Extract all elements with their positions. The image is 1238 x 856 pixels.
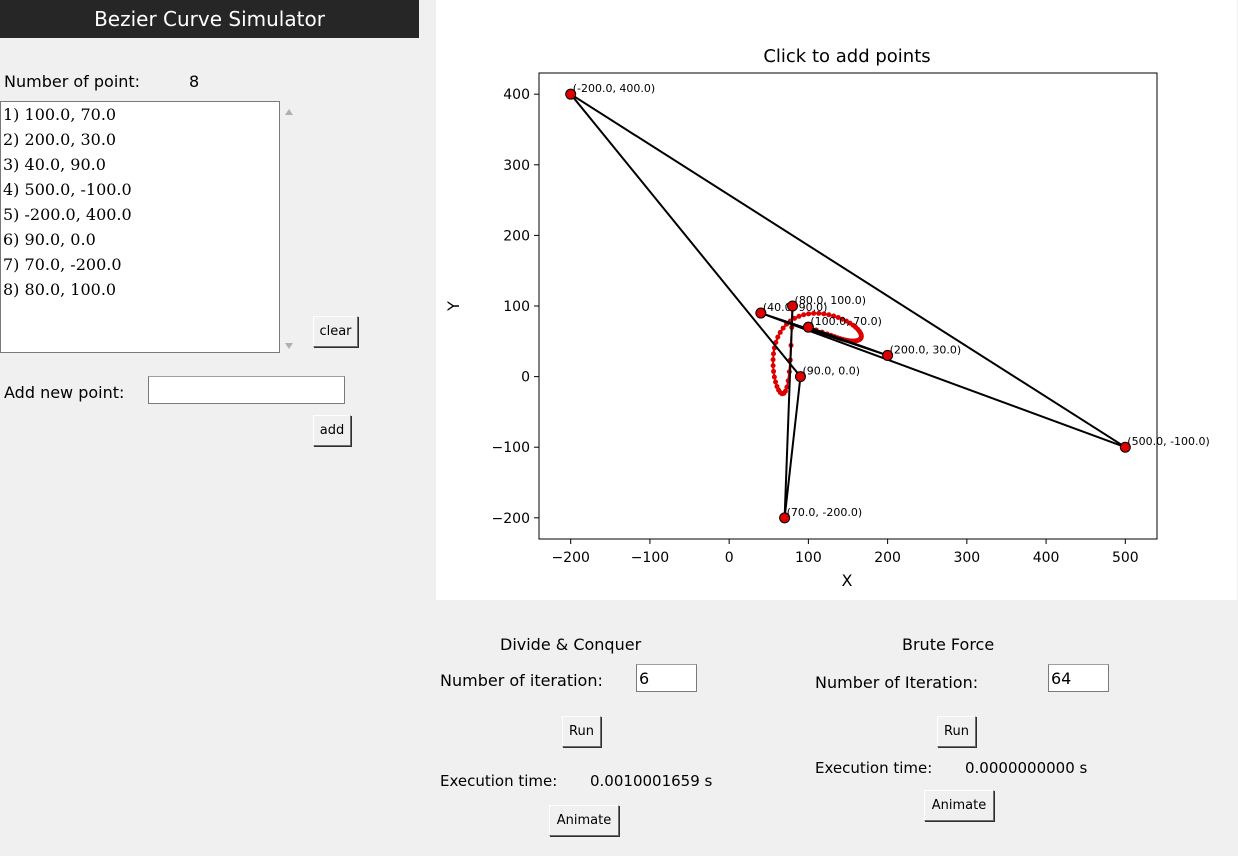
clear-button[interactable]: clear [313, 316, 358, 347]
curve-point [775, 334, 781, 340]
control-point-label: (200.0, 30.0) [890, 343, 962, 356]
x-tick-label: −100 [631, 550, 669, 566]
point-list-item[interactable]: 3) 40.0, 90.0 [3, 155, 106, 174]
curve-point [831, 313, 837, 319]
bf-iteration-label: Number of Iteration: [815, 673, 979, 692]
control-polygon-line [569, 93, 1126, 518]
control-point-label: (90.0, 0.0) [802, 365, 860, 378]
dc-animate-button[interactable]: Animate [549, 805, 619, 836]
curve-point [771, 368, 777, 374]
y-tick-label: −100 [492, 440, 530, 456]
y-tick-label: 0 [521, 370, 530, 386]
control-point [1119, 441, 1131, 453]
curve-point [771, 351, 777, 357]
point-count-label: Number of point: [4, 72, 141, 91]
point-list-item[interactable]: 4) 500.0, -100.0 [3, 180, 132, 199]
control-point [787, 300, 799, 312]
bf-time-label: Execution time: [815, 759, 933, 777]
point-list-item[interactable]: 8) 80.0, 100.0 [3, 280, 117, 299]
bezier-plot[interactable]: Click to add points X Y (100.0, 70.0) (20… [436, 0, 1237, 600]
curve-point [843, 318, 849, 324]
plot-canvas[interactable]: Click to add points X Y (100.0, 70.0) (20… [436, 0, 1237, 600]
control-point-label: (70.0, -200.0) [787, 506, 863, 519]
point-listbox[interactable]: 1) 100.0, 70.0 2) 200.0, 30.0 3) 40.0, 90.… [0, 101, 280, 353]
bf-time-value: 0.0000000000 s [965, 759, 1088, 777]
y-tick-label: 300 [503, 158, 530, 174]
x-tick-label: 200 [874, 550, 901, 566]
y-tick-label: 400 [503, 87, 530, 103]
x-tick-label: 500 [1112, 550, 1139, 566]
bf-iteration-input[interactable] [1048, 664, 1109, 692]
curve-point [780, 325, 786, 331]
x-tick-label: 300 [953, 550, 980, 566]
curve-point [811, 310, 817, 316]
add-point-input[interactable] [148, 376, 345, 404]
y-tick-label: −200 [492, 511, 530, 527]
point-list-item[interactable]: 2) 200.0, 30.0 [3, 130, 117, 149]
control-points: (100.0, 70.0)(200.0, 30.0)(40.0, 90.0)(5… [565, 82, 1210, 524]
x-tick-label: 0 [725, 550, 734, 566]
control-point [755, 307, 767, 319]
plot-axes-frame [538, 72, 1158, 540]
add-button[interactable]: add [313, 415, 351, 446]
y-axis-ticks: −200 −100 0 100 200 300 400 [492, 87, 539, 527]
app-title: Bezier Curve Simulator [0, 0, 419, 38]
x-axis-ticks: −200 −100 0 100 200 300 400 500 [551, 539, 1139, 566]
dc-title: Divide & Conquer [500, 635, 642, 654]
curve-point [771, 374, 777, 380]
dc-time-label: Execution time: [440, 772, 558, 790]
curve-point [777, 329, 783, 335]
curve-point [784, 384, 790, 390]
curve-point [821, 311, 827, 317]
curve-point [826, 312, 832, 318]
point-list-item[interactable]: 7) 70.0, -200.0 [3, 255, 122, 274]
curve-point [773, 379, 779, 385]
point-list-item[interactable]: 6) 90.0, 0.0 [3, 230, 96, 249]
bf-run-button[interactable]: Run [937, 716, 976, 747]
dc-iteration-input[interactable] [636, 664, 697, 692]
scroll-down-icon[interactable] [285, 343, 293, 349]
curve-point [835, 314, 841, 320]
control-point-label: (500.0, -100.0) [1127, 435, 1210, 448]
curve-point [791, 315, 797, 321]
x-tick-label: −200 [551, 550, 589, 566]
control-point-label: (80.0, 100.0) [795, 294, 867, 307]
curve-point [770, 357, 776, 363]
dc-time-value: 0.0010001659 s [590, 772, 713, 790]
curve-point [782, 388, 788, 394]
bf-title: Brute Force [902, 635, 995, 654]
add-point-label: Add new point: [4, 383, 125, 402]
curve-point [801, 312, 807, 318]
control-point-label: (100.0, 70.0) [810, 315, 882, 328]
point-count-value: 8 [189, 72, 200, 91]
y-tick-label: 100 [503, 299, 530, 315]
point-list-item[interactable]: 1) 100.0, 70.0 [3, 105, 117, 124]
control-point [565, 88, 577, 100]
control-polygon [569, 93, 1126, 518]
curve-point [770, 363, 776, 369]
curve-point [796, 313, 802, 319]
x-axis-label: X [842, 571, 853, 590]
curve-point [816, 310, 822, 316]
plot-title: Click to add points [763, 46, 930, 67]
point-list-scrollbar[interactable] [280, 101, 298, 353]
control-point [779, 512, 791, 524]
y-tick-label: 200 [503, 228, 530, 244]
curve-point [840, 316, 846, 322]
point-list-item[interactable]: 5) -200.0, 400.0 [3, 205, 132, 224]
scroll-up-icon[interactable] [285, 109, 293, 115]
x-tick-label: 400 [1033, 550, 1060, 566]
dc-iteration-label: Number of iteration: [440, 671, 603, 690]
control-point-label: (-200.0, 400.0) [573, 82, 656, 95]
control-point [802, 321, 814, 333]
bf-animate-button[interactable]: Animate [924, 790, 994, 821]
dc-run-button[interactable]: Run [562, 716, 601, 747]
curve-point [806, 311, 812, 317]
control-point [794, 371, 806, 383]
x-tick-label: 100 [795, 550, 822, 566]
y-axis-label: Y [444, 301, 463, 312]
control-point [882, 349, 894, 361]
